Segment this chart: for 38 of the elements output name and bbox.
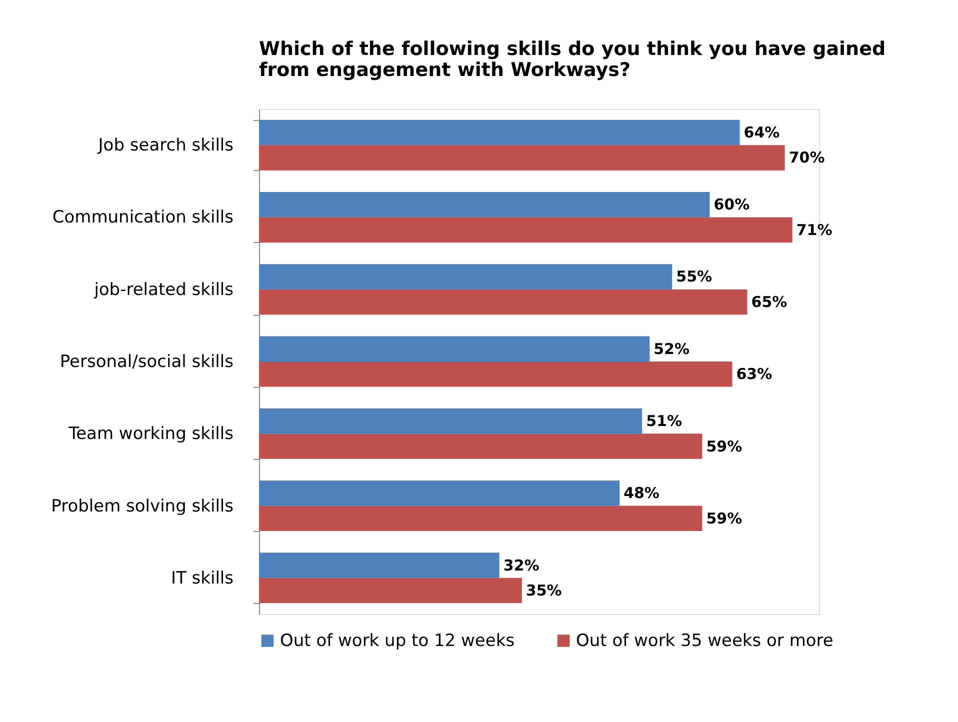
data-label: 51% [646,412,682,430]
bar [259,264,672,290]
bar [259,362,732,387]
y-tick-label: Job search skills [97,136,234,156]
bar [259,434,702,459]
y-tick-label: Personal/social skills [60,352,234,372]
data-label: 59% [706,437,742,456]
bar [259,192,710,218]
data-label: 48% [624,484,660,502]
data-label: 70% [788,148,825,167]
y-tick-label: Problem solving skills [51,496,234,516]
bar [259,506,702,532]
chart-title: Which of the following skills do you think you have gained from engagement with Workways? [259,38,886,81]
bar [259,289,748,315]
y-tick-label: Team working skills [68,424,234,444]
data-label: 63% [736,365,772,384]
bar [259,552,500,578]
bar [259,336,650,362]
legend-label: Out of work up to 12 weeks [280,630,515,651]
bar [259,217,792,242]
y-tick-label: job-related skills [93,280,234,300]
data-label: 65% [751,292,788,311]
bar [259,480,620,506]
bar [259,578,522,604]
y-tick-label: IT skills [170,568,234,588]
data-label: 32% [503,556,540,574]
data-label: 64% [744,123,780,142]
data-label: 52% [654,340,690,358]
data-label: 71% [796,220,832,239]
data-label: 59% [706,509,742,528]
bar [259,145,785,170]
data-label: 35% [526,582,562,600]
legend-label: Out of work 35 weeks or more [576,630,834,651]
bar [259,120,740,146]
data-label: 60% [714,196,750,214]
data-label: 55% [676,268,712,286]
bar [259,408,642,434]
y-tick-label: Communication skills [52,208,234,228]
